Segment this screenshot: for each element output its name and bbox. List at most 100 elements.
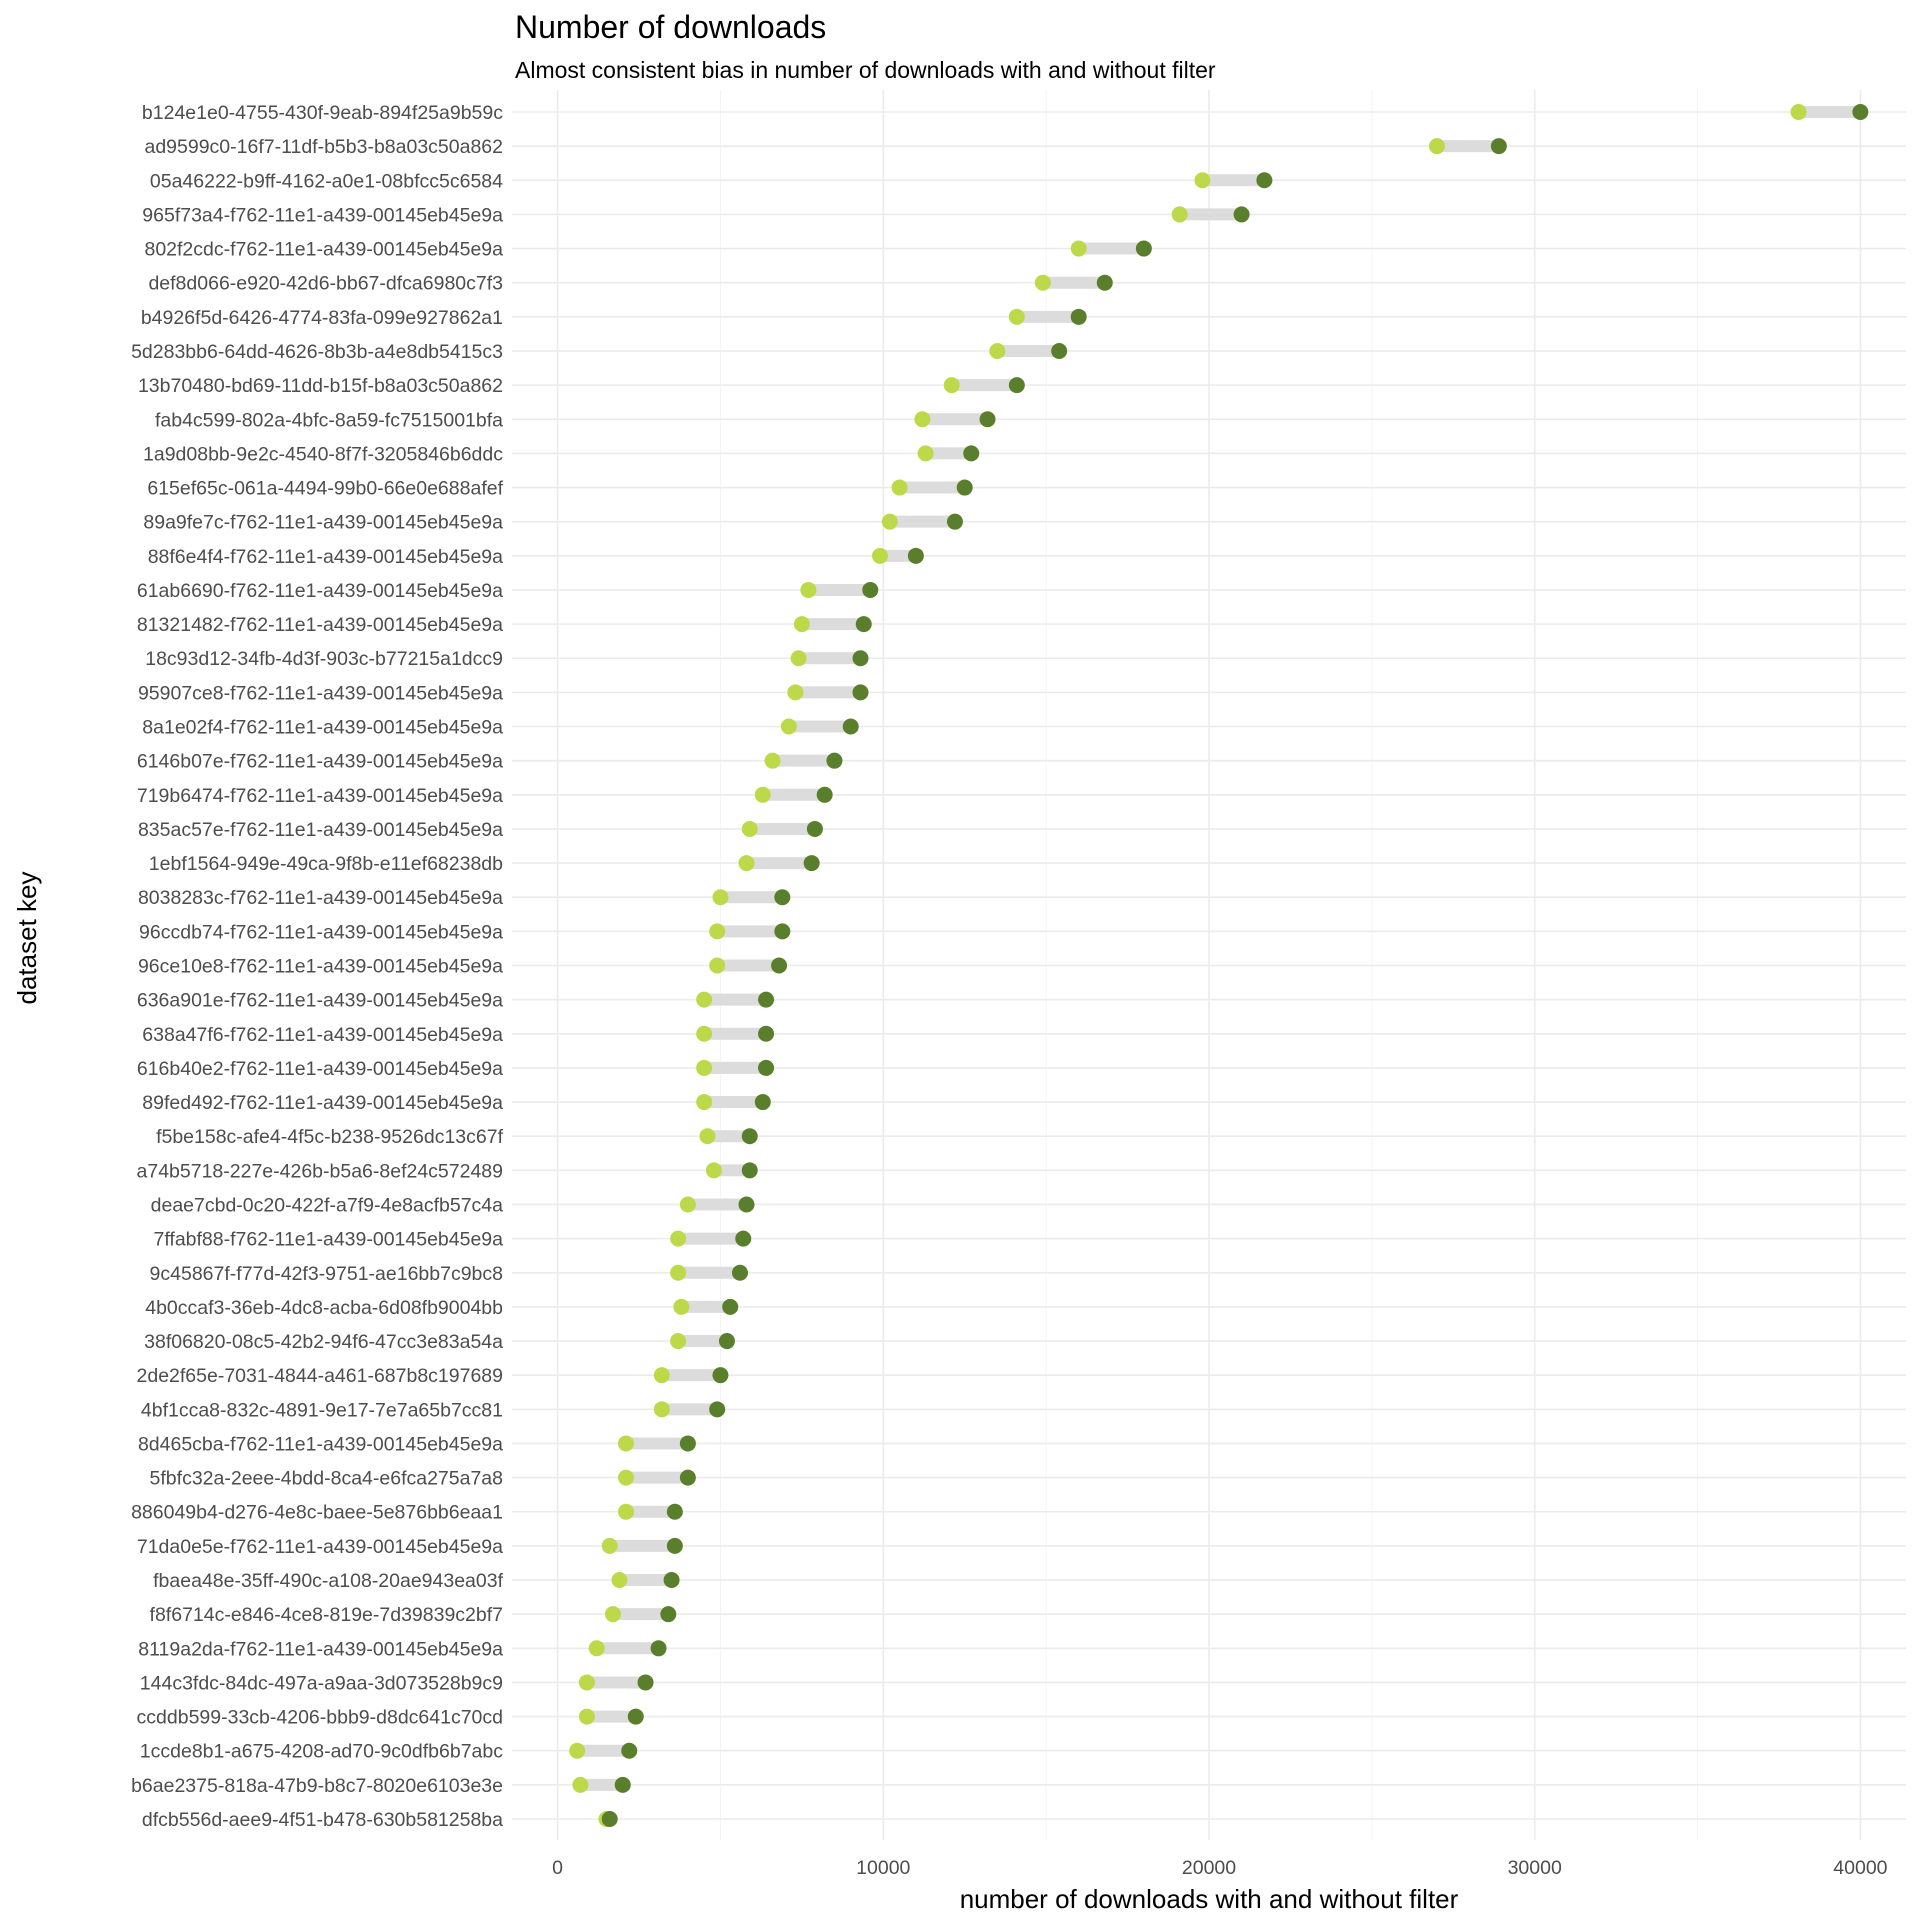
- y-tick-label: 9c45867f-f77d-42f3-9751-ae16bb7c9bc8: [150, 1263, 503, 1285]
- point-light: [670, 1230, 687, 1247]
- y-tick-label: 1ebf1564-949e-49ca-9f8b-e11ef68238db: [149, 853, 503, 875]
- y-tick-label: 05a46222-b9ff-4162-a0e1-08bfcc5c6584: [150, 170, 503, 192]
- point-light: [1790, 104, 1807, 120]
- y-tick-label: 8d465cba-f762-11e1-a439-00145eb45e9a: [138, 1433, 503, 1455]
- y-tick-label: fbaea48e-35ff-490c-a108-20ae943ea03f: [153, 1570, 503, 1592]
- point-dark: [1852, 104, 1869, 120]
- y-tick-label: 886049b4-d276-4e8c-baee-5e876bb6eaa1: [131, 1502, 503, 1524]
- point-light: [741, 820, 758, 837]
- point-dark: [907, 547, 924, 564]
- y-tick-label: 8119a2da-f762-11e1-a439-00145eb45e9a: [138, 1638, 503, 1660]
- y-tick-label: fab4c599-802a-4bfc-8a59-fc7515001bfa: [155, 409, 503, 431]
- y-tick-label: 13b70480-bd69-11dd-b15f-b8a03c50a862: [138, 375, 503, 397]
- y-tick-label: 7ffabf88-f762-11e1-a439-00145eb45e9a: [153, 1229, 503, 1251]
- point-dark: [660, 1606, 677, 1623]
- point-light: [588, 1640, 605, 1657]
- point-light: [754, 786, 771, 803]
- y-tick-label: 144c3fdc-84dc-497a-a9aa-3d073528b9c9: [140, 1672, 503, 1694]
- y-tick-label: 636a901e-f762-11e1-a439-00145eb45e9a: [137, 990, 503, 1012]
- y-tick-label: 638a47f6-f762-11e1-a439-00145eb45e9a: [142, 1024, 503, 1046]
- point-light: [709, 957, 726, 974]
- point-dark: [771, 957, 788, 974]
- point-dark: [803, 855, 820, 872]
- point-light: [917, 445, 934, 462]
- y-tick-label: 1ccde8b1-a675-4208-ad70-9c0dfb6b7abc: [140, 1741, 503, 1763]
- y-tick-label: a74b5718-227e-426b-b5a6-8ef24c572489: [137, 1160, 504, 1182]
- x-tick-label: 30000: [1508, 1857, 1562, 1879]
- point-dark: [1070, 308, 1087, 325]
- point-dark: [679, 1469, 696, 1486]
- y-tick-label: ad9599c0-16f7-11df-b5b3-b8a03c50a862: [144, 136, 503, 158]
- point-light: [800, 581, 817, 598]
- point-light: [653, 1401, 670, 1418]
- y-tick-label: 61ab6690-f762-11e1-a439-00145eb45e9a: [137, 580, 503, 602]
- point-dark: [666, 1503, 683, 1520]
- y-tick-label: 2de2f65e-7031-4844-a461-687b8c197689: [137, 1365, 504, 1387]
- y-tick-label: f5be158c-afe4-4f5c-b238-9526dc13c67f: [156, 1126, 504, 1148]
- point-light: [696, 1059, 713, 1076]
- point-light: [696, 1094, 713, 1111]
- point-light: [1171, 206, 1188, 223]
- point-dark: [722, 1298, 739, 1315]
- point-dark: [963, 445, 980, 462]
- point-dark: [806, 820, 823, 837]
- point-light: [578, 1708, 595, 1725]
- y-tick-label: 1a9d08bb-9e2c-4540-8f7f-3205846b6ddc: [143, 443, 503, 465]
- y-tick-label: 5fbfc32a-2eee-4bdd-8ca4-e6fca275a7a8: [150, 1468, 503, 1490]
- y-tick-label: def8d066-e920-42d6-bb67-dfca6980c7f3: [148, 273, 503, 295]
- point-light: [699, 1128, 716, 1145]
- point-light: [738, 855, 755, 872]
- point-dark: [666, 1537, 683, 1554]
- point-light: [617, 1469, 634, 1486]
- y-tick-label: deae7cbd-0c20-422f-a7f9-4e8acfb57c4a: [151, 1194, 504, 1216]
- point-dark: [741, 1128, 758, 1145]
- point-light: [712, 889, 729, 906]
- point-dark: [758, 991, 775, 1008]
- y-tick-label: 96ccdb74-f762-11e1-a439-00145eb45e9a: [139, 921, 503, 943]
- point-dark: [855, 616, 872, 633]
- point-light: [696, 991, 713, 1008]
- point-dark: [1490, 138, 1507, 155]
- point-light: [1070, 240, 1087, 257]
- point-light: [604, 1606, 621, 1623]
- point-dark: [709, 1401, 726, 1418]
- y-tick-label: dfcb556d-aee9-4f51-b478-630b581258ba: [142, 1809, 503, 1831]
- y-tick-label: b4926f5d-6426-4774-83fa-099e927862a1: [141, 307, 503, 329]
- point-light: [578, 1674, 595, 1691]
- point-dark: [774, 923, 791, 940]
- y-tick-label: 8038283c-f762-11e1-a439-00145eb45e9a: [138, 887, 503, 909]
- x-axis-title: number of downloads with and without fil…: [960, 1884, 1459, 1914]
- y-tick-label: ccddb599-33cb-4206-bbb9-d8dc641c70cd: [137, 1707, 503, 1729]
- y-tick-label: 38f06820-08c5-42b2-94f6-47cc3e83a54a: [144, 1331, 503, 1353]
- y-tick-label: f8f6714c-e846-4ce8-819e-7d39839c2bf7: [150, 1604, 503, 1626]
- y-tick-label: 4b0ccaf3-36eb-4dc8-acba-6d08fb9004bb: [145, 1297, 503, 1319]
- point-dark: [718, 1333, 735, 1350]
- point-light: [891, 479, 908, 496]
- x-tick-label: 10000: [856, 1857, 910, 1879]
- point-dark: [852, 650, 869, 667]
- point-light: [705, 1162, 722, 1179]
- point-light: [1034, 274, 1051, 291]
- x-tick-label: 20000: [1182, 1857, 1236, 1879]
- point-light: [670, 1264, 687, 1281]
- y-tick-label: 18c93d12-34fb-4d3f-903c-b77215a1dcc9: [145, 648, 503, 670]
- point-light: [617, 1435, 634, 1452]
- point-light: [670, 1333, 687, 1350]
- y-tick-label: 965f73a4-f762-11e1-a439-00145eb45e9a: [142, 204, 503, 226]
- point-dark: [663, 1572, 680, 1589]
- x-tick-label: 0: [552, 1857, 563, 1879]
- point-light: [989, 342, 1006, 359]
- point-dark: [738, 1196, 755, 1213]
- point-light: [572, 1776, 589, 1793]
- point-dark: [956, 479, 973, 496]
- point-dark: [946, 513, 963, 530]
- point-dark: [621, 1742, 638, 1759]
- point-dark: [741, 1162, 758, 1179]
- point-dark: [679, 1435, 696, 1452]
- point-light: [679, 1196, 696, 1213]
- point-dark: [816, 786, 833, 803]
- point-light: [872, 547, 889, 564]
- y-tick-label: 89a9fe7c-f762-11e1-a439-00145eb45e9a: [143, 512, 503, 534]
- point-dark: [1008, 377, 1025, 394]
